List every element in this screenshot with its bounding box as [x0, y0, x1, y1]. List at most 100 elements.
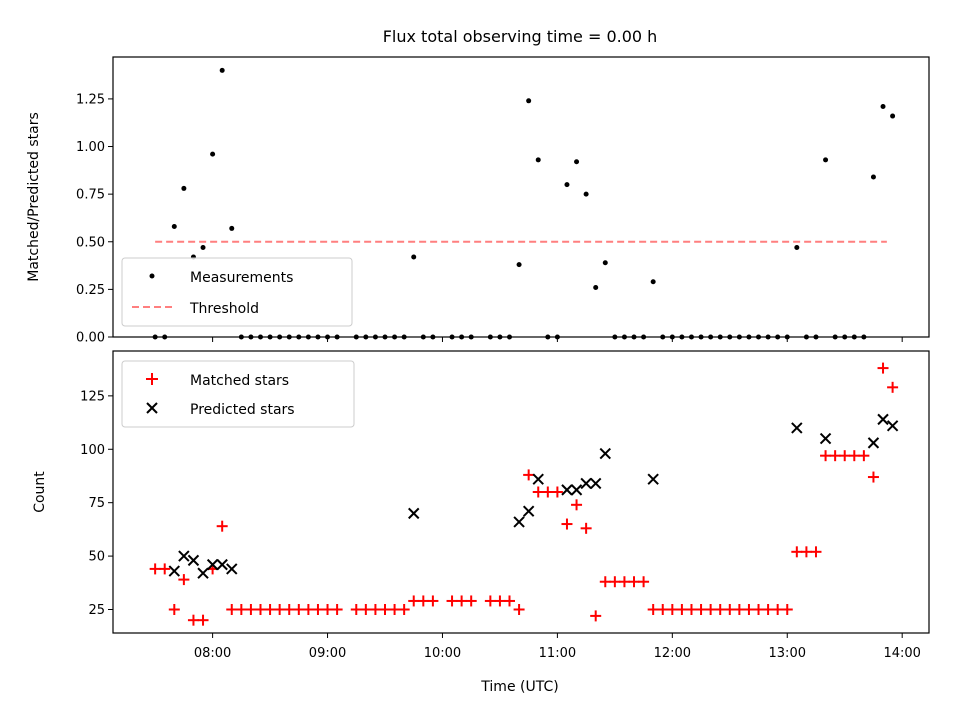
matched-star-point [197, 614, 209, 626]
matched-star-point [235, 604, 247, 615]
measurement-point [650, 279, 656, 285]
measurement-point [564, 182, 570, 188]
matched-star-point [504, 595, 516, 607]
measurement-point [526, 98, 532, 104]
top-y-tick: 1.25 [76, 92, 113, 107]
measurement-point [516, 262, 522, 268]
measurement-point [593, 284, 599, 290]
top-y-tick-label: 0.25 [76, 283, 105, 298]
predicted-star-point [216, 558, 228, 571]
matched-star-point [389, 604, 401, 615]
star-count-points [149, 362, 899, 626]
matched-star-point [523, 469, 535, 481]
bottom-y-axis-label: Count [32, 471, 48, 513]
bottom-y-tick-label: 100 [80, 443, 105, 458]
matched-star-point [647, 604, 659, 615]
matched-star-point [283, 604, 295, 615]
predicted-star-point [867, 437, 880, 449]
matched-star-point [829, 450, 841, 462]
bottom-x-tick: 13:00 [769, 633, 806, 661]
predicted-star-point [197, 567, 209, 579]
bottom-y-ticks: 25 50 75 100 125 [80, 389, 113, 618]
matched-star-point [322, 604, 334, 615]
top-legend-box [121, 257, 353, 327]
bottom-x-tick: 09:00 [309, 633, 346, 661]
matched-star-point [551, 486, 563, 498]
predicted-star-point [570, 484, 583, 496]
legend-matched-label: Matched stars [190, 373, 289, 389]
matched-star-point [456, 595, 468, 607]
matched-star-point [762, 604, 774, 615]
x-axis-label: Time (UTC) [480, 679, 558, 695]
matched-star-point [753, 604, 765, 615]
matched-star-point [858, 450, 870, 462]
bottom-y-tick: 50 [88, 550, 113, 565]
measurement-point [794, 244, 800, 250]
top-axes: 0.00 0.25 0.50 0.75 1.00 1.25 Matched/Predict… [26, 56, 930, 346]
matched-star-point [724, 604, 736, 615]
measurement-point [823, 157, 829, 163]
measurement-point [181, 185, 187, 191]
matched-star-point [781, 604, 793, 615]
matched-star-point [609, 576, 621, 588]
bottom-axes-frame [112, 350, 930, 634]
bottom-x-tick: 11:00 [539, 633, 576, 661]
matched-star-point [427, 595, 439, 607]
measurement-point [219, 67, 225, 73]
top-y-tick: 0.50 [76, 235, 113, 250]
predicted-star-point [187, 554, 200, 567]
matched-star-point [839, 450, 851, 462]
matched-star-point [887, 381, 899, 393]
matched-star-point [561, 518, 573, 530]
top-y-tick: 0.75 [76, 188, 113, 203]
matched-star-point [302, 604, 314, 615]
matched-star-point [676, 604, 688, 615]
matched-star-point [820, 450, 832, 462]
matched-star-point [484, 595, 496, 607]
matched-star-point [580, 522, 592, 534]
matched-star-point [178, 574, 190, 586]
matched-star-point [417, 595, 429, 607]
matched-star-point [494, 595, 506, 607]
matched-star-point [733, 604, 745, 615]
matched-star-point [398, 604, 410, 615]
x-tick-label: 13:00 [769, 646, 806, 661]
matched-star-point [187, 614, 199, 626]
bottom-x-ticks: 08:00 09:00 10:00 11:00 12:00 13:00 14:00 [194, 633, 921, 661]
matched-star-point [800, 546, 812, 558]
predicted-star-point [178, 550, 190, 562]
bottom-x-tick: 14:00 [883, 633, 921, 661]
top-y-tick-label: 0.75 [76, 188, 105, 203]
matched-star-point [705, 604, 717, 615]
matched-star-point [532, 486, 544, 498]
legend-threshold-label: Threshold [189, 301, 259, 317]
matched-star-point [666, 604, 678, 615]
top-y-tick-label: 1.25 [76, 92, 105, 107]
bottom-y-tick: 100 [80, 443, 113, 458]
predicted-star-point [599, 447, 611, 460]
predicted-star-point [408, 507, 420, 520]
predicted-star-point [886, 420, 899, 432]
bottom-x-tick: 12:00 [654, 633, 691, 661]
bottom-axes: 25 50 75 100 125 08:00 09:00 10:00 11:00 12:00 13… [32, 350, 930, 695]
bottom-x-tick: 10:00 [424, 633, 461, 661]
predicted-star-point [522, 505, 535, 517]
bottom-y-tick-label: 75 [88, 496, 105, 511]
measurement-point [210, 151, 216, 157]
x-tick-label: 08:00 [194, 646, 231, 661]
measurement-point [200, 244, 206, 250]
measurement-point [890, 113, 896, 119]
bottom-x-tick: 08:00 [194, 633, 231, 661]
top-y-tick-label: 1.00 [76, 140, 105, 155]
bottom-y-tick: 25 [88, 603, 113, 618]
legend-measurements-label: Measurements [190, 270, 293, 286]
matched-star-point [542, 486, 554, 498]
top-y-tick-label: 0.50 [76, 235, 105, 250]
matched-star-point [312, 604, 324, 615]
matched-star-point [877, 362, 889, 374]
bottom-y-tick-label: 25 [88, 603, 105, 618]
matched-star-point [216, 520, 228, 532]
x-tick-label: 09:00 [309, 646, 346, 661]
top-y-tick-label: 0.00 [76, 331, 105, 346]
legend-predicted-marker [146, 402, 158, 414]
